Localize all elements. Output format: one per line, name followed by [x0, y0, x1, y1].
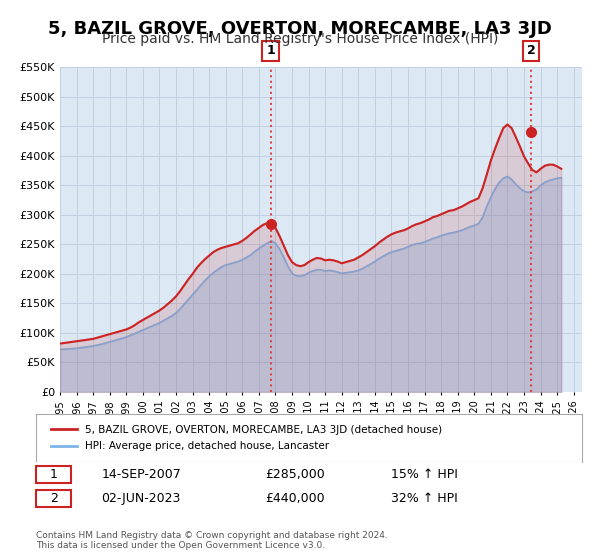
- Text: 02-JUN-2023: 02-JUN-2023: [101, 492, 181, 505]
- FancyBboxPatch shape: [36, 490, 71, 507]
- Text: 1: 1: [50, 468, 58, 481]
- Text: 15% ↑ HPI: 15% ↑ HPI: [391, 468, 458, 481]
- Text: Price paid vs. HM Land Registry's House Price Index (HPI): Price paid vs. HM Land Registry's House …: [102, 32, 498, 46]
- Text: £440,000: £440,000: [265, 492, 325, 505]
- Text: Contains HM Land Registry data © Crown copyright and database right 2024.
This d: Contains HM Land Registry data © Crown c…: [36, 530, 388, 550]
- Text: 32% ↑ HPI: 32% ↑ HPI: [391, 492, 458, 505]
- Text: 1: 1: [266, 44, 275, 58]
- FancyBboxPatch shape: [36, 466, 71, 483]
- Text: 14-SEP-2007: 14-SEP-2007: [101, 468, 181, 481]
- Legend: 5, BAZIL GROVE, OVERTON, MORECAMBE, LA3 3JD (detached house), HPI: Average price: 5, BAZIL GROVE, OVERTON, MORECAMBE, LA3 …: [47, 421, 446, 455]
- Text: 2: 2: [527, 44, 535, 58]
- Text: 2: 2: [50, 492, 58, 505]
- Text: £285,000: £285,000: [265, 468, 325, 481]
- Text: 5, BAZIL GROVE, OVERTON, MORECAMBE, LA3 3JD: 5, BAZIL GROVE, OVERTON, MORECAMBE, LA3 …: [48, 20, 552, 38]
